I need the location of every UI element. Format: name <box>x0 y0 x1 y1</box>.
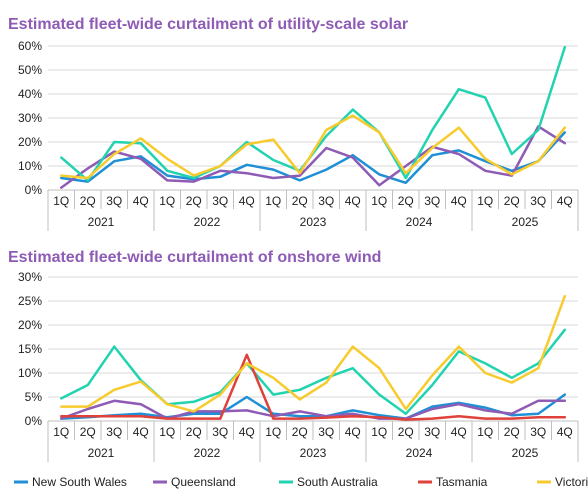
chart1-y-tick-label: 30% <box>18 111 42 125</box>
chart1-quarter-label: 4Q <box>451 194 467 208</box>
chart1-title: Estimated fleet-wide curtailment of util… <box>8 16 408 33</box>
chart2-quarter-label: 4Q <box>133 425 149 439</box>
chart2-quarter-label: 1Q <box>371 425 387 439</box>
chart2-series-line-south-australia <box>60 328 567 416</box>
chart2-quarter-label: 3Q <box>212 425 228 439</box>
chart1-quarter-label: 1Q <box>265 194 281 208</box>
chart1-quarter-label: 1Q <box>53 194 69 208</box>
chart1-quarter-label: 1Q <box>371 194 387 208</box>
chart1-quarter-label: 4Q <box>239 194 255 208</box>
chart2-quarter-label: 2Q <box>504 425 520 439</box>
chart2-quarter-label: 4Q <box>345 425 361 439</box>
chart2-quarter-label: 1Q <box>477 425 493 439</box>
chart1-y-tick-label: 10% <box>18 159 42 173</box>
chart2-y-tick-label: 0% <box>25 414 43 428</box>
chart2-y-tick-label: 30% <box>18 270 42 284</box>
chart2-year-label: 2023 <box>300 446 327 460</box>
chart1-year-label: 2024 <box>406 215 433 229</box>
chart1-series-line-victoria <box>60 114 567 180</box>
chart1-y-tick-label: 20% <box>18 135 42 149</box>
legend-label-victoria: Victoria <box>555 475 588 489</box>
legend-label-south-australia: South Australia <box>297 475 378 489</box>
legend-label-queensland: Queensland <box>171 475 236 489</box>
chart2-y-tick-label: 25% <box>18 294 42 308</box>
chart1-quarter-label: 2Q <box>398 194 414 208</box>
chart2-y-tick-label: 5% <box>25 390 43 404</box>
chart2-quarter-label: 3Q <box>106 425 122 439</box>
chart2-year-label: 2024 <box>406 446 433 460</box>
chart2-year-label: 2025 <box>512 446 539 460</box>
chart2-quarter-label: 1Q <box>265 425 281 439</box>
chart2-quarter-label: 3Q <box>530 425 546 439</box>
chart1-y-tick-label: 40% <box>18 87 42 101</box>
chart2-series-line-new-south-wales <box>60 393 567 420</box>
chart1-quarter-label: 3Q <box>106 194 122 208</box>
chart1-series-line-new-south-wales <box>60 131 567 185</box>
chart1-quarter-label: 4Q <box>557 194 573 208</box>
chart1-year-label: 2025 <box>512 215 539 229</box>
chart2-y-tick-label: 10% <box>18 366 42 380</box>
chart2-quarter-label: 3Q <box>424 425 440 439</box>
chart1-y-tick-label: 50% <box>18 63 42 77</box>
chart2-quarter-label: 2Q <box>186 425 202 439</box>
chart1-quarter-label: 4Q <box>133 194 149 208</box>
chart2-quarter-label: 4Q <box>451 425 467 439</box>
chart1-quarter-label: 4Q <box>345 194 361 208</box>
chart2-quarter-label: 2Q <box>80 425 96 439</box>
chart1-year-label: 2021 <box>88 215 115 229</box>
chart2-series-line-queensland <box>60 399 567 420</box>
chart1-quarter-label: 3Q <box>530 194 546 208</box>
chart1-quarter-label: 2Q <box>292 194 308 208</box>
chart1-quarter-label: 3Q <box>212 194 228 208</box>
chart1-y-tick-label: 0% <box>25 183 43 197</box>
chart2-quarter-label: 1Q <box>53 425 69 439</box>
legend-label-new-south-wales: New South Wales <box>32 475 127 489</box>
chart1-quarter-label: 2Q <box>504 194 520 208</box>
chart1-quarter-label: 1Q <box>477 194 493 208</box>
chart2-y-tick-label: 15% <box>18 342 42 356</box>
chart2-year-label: 2021 <box>88 446 115 460</box>
chart1-year-label: 2022 <box>194 215 221 229</box>
chart1-quarter-label: 1Q <box>159 194 175 208</box>
chart2-quarter-label: 4Q <box>239 425 255 439</box>
chart2-quarter-label: 2Q <box>292 425 308 439</box>
chart2-quarter-label: 4Q <box>557 425 573 439</box>
legend-label-tasmania: Tasmania <box>436 475 488 489</box>
chart2-series-line-tasmania <box>60 353 567 421</box>
chart1-quarter-label: 3Q <box>424 194 440 208</box>
chart2-title: Estimated fleet-wide curtailment of onsh… <box>8 249 381 266</box>
chart2-year-label: 2022 <box>194 446 221 460</box>
chart1-quarter-label: 2Q <box>80 194 96 208</box>
chart1-quarter-label: 3Q <box>318 194 334 208</box>
chart2-quarter-label: 3Q <box>318 425 334 439</box>
chart2-series-line-victoria <box>60 294 567 413</box>
chart2-quarter-label: 2Q <box>398 425 414 439</box>
chart2-quarter-label: 1Q <box>159 425 175 439</box>
chart1-series-line-queensland <box>60 125 567 189</box>
chart1-year-label: 2023 <box>300 215 327 229</box>
chart1-y-tick-label: 60% <box>18 39 42 53</box>
chart2-y-tick-label: 20% <box>18 318 42 332</box>
chart1-quarter-label: 2Q <box>186 194 202 208</box>
